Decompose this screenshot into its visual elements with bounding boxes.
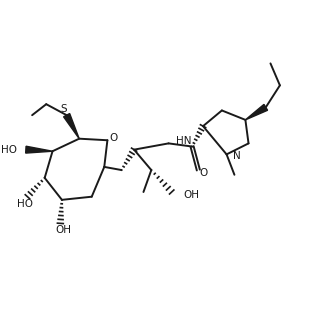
Polygon shape [26,146,53,153]
Text: HO: HO [1,145,17,155]
Text: OH: OH [56,225,72,235]
Text: N: N [233,151,241,161]
Text: O: O [199,168,207,178]
Text: HN: HN [176,136,192,146]
Text: O: O [109,133,117,143]
Text: HO: HO [17,198,33,209]
Text: S: S [61,104,68,114]
Polygon shape [245,104,268,120]
Text: OH: OH [183,190,199,200]
Polygon shape [64,113,79,139]
